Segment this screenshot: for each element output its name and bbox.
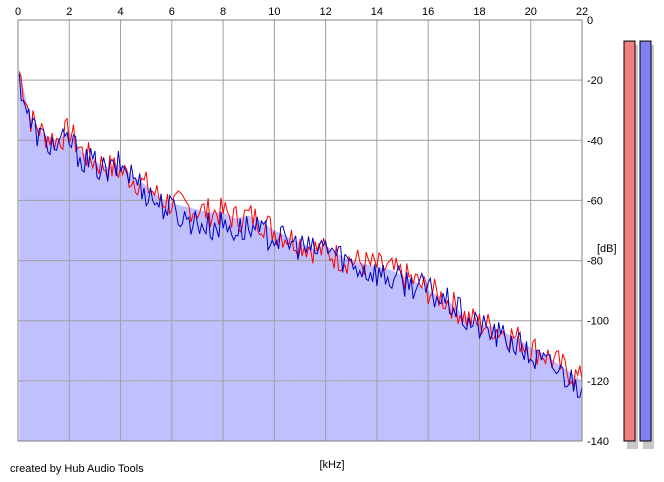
y-tick-label: -120: [587, 376, 609, 388]
x-tick-label: 18: [473, 6, 485, 18]
x-tick-label: 22: [576, 6, 588, 18]
x-tick-label: 20: [525, 6, 537, 18]
y-tick-label: -100: [587, 316, 609, 328]
x-tick-label: 2: [66, 6, 72, 18]
spectrum-fill-area: [19, 71, 583, 441]
y-tick-label: -40: [587, 135, 603, 147]
y-axis-label: [dB]: [597, 243, 617, 255]
credit-text: created by Hub Audio Tools: [10, 463, 144, 475]
x-tick-label: 0: [15, 6, 21, 18]
x-tick-label: 10: [268, 6, 280, 18]
y-tick-label: -80: [587, 256, 603, 268]
right-channel-line: [18, 73, 583, 398]
plot-frame: [17, 19, 583, 442]
meter-right-bar: [639, 40, 652, 442]
x-tick-label: 12: [320, 6, 332, 18]
x-tick-label: 14: [371, 6, 383, 18]
y-tick-label: 0: [587, 15, 593, 27]
x-tick-label: 4: [117, 6, 123, 18]
y-tick-label: -20: [587, 75, 603, 87]
x-axis-label: [kHz]: [319, 459, 344, 471]
y-tick-label: -140: [587, 436, 609, 448]
x-tick-label: 8: [220, 6, 226, 18]
meter-left-bar: [623, 40, 636, 442]
y-tick-label: -60: [587, 195, 603, 207]
left-channel-line: [18, 71, 583, 388]
x-tick-label: 16: [422, 6, 434, 18]
x-tick-label: 6: [169, 6, 175, 18]
